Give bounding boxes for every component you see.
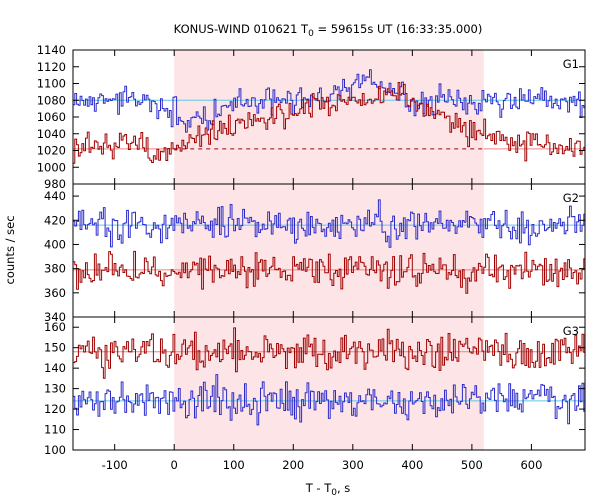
panel-label-G1: G1 [563, 57, 579, 71]
x-tick-label: 100 [223, 458, 245, 472]
y-tick-label-G2: 380 [44, 262, 66, 276]
x-tick-label: 300 [342, 458, 364, 472]
panel-G2-series-blue [73, 199, 585, 248]
panel-frame-G3 [72, 316, 586, 451]
y-tick-label-G1: 1040 [37, 127, 66, 141]
y-tick-label-G2: 440 [44, 189, 66, 203]
y-tick-label-G1: 980 [44, 177, 66, 191]
y-tick-label-G3: 130 [44, 382, 66, 396]
y-tick-label-G1: 1100 [37, 77, 66, 91]
chart-title: KONUS-WIND 010621 T0 = 59615s UT (16:33:… [174, 22, 483, 39]
y-tick-label-G3: 100 [44, 443, 66, 457]
y-tick-label-G1: 1060 [37, 110, 66, 124]
panel-G3-series-red [73, 327, 585, 379]
y-tick-label-G2: 400 [44, 237, 66, 251]
x-axis-label: T - T0, s [305, 481, 351, 498]
y-tick-label-G2: 420 [44, 213, 66, 227]
y-tick-label-G3: 140 [44, 361, 66, 375]
y-tick-label-G1: 1000 [37, 160, 66, 174]
y-axis-label: counts / sec [3, 215, 17, 284]
y-tick-label-G3: 160 [44, 320, 66, 334]
x-tick-label: 600 [520, 458, 542, 472]
y-tick-label-G1: 1120 [37, 60, 66, 74]
y-tick-label-G3: 120 [44, 402, 66, 416]
y-tick-label-G3: 110 [44, 423, 66, 437]
x-tick-label: 500 [461, 458, 483, 472]
y-tick-label-G1: 1080 [37, 93, 66, 107]
panel-G3-series-blue [73, 374, 585, 426]
y-tick-label-G3: 150 [44, 341, 66, 355]
panel-G1-series-red [73, 82, 585, 164]
x-tick-label: 200 [282, 458, 304, 472]
highlight-interval [174, 50, 484, 450]
x-tick-label: 400 [401, 458, 423, 472]
y-tick-label-G2: 340 [44, 310, 66, 324]
x-tick-label: 0 [171, 458, 178, 472]
y-tick-label-G2: 360 [44, 286, 66, 300]
y-tick-label-G1: 1020 [37, 144, 66, 158]
panel-label-G3: G3 [563, 324, 579, 338]
panel-G2-series-red [73, 250, 585, 294]
x-tick-label: -100 [102, 458, 128, 472]
y-tick-label-G1: 1140 [37, 43, 66, 57]
panel-label-G2: G2 [563, 191, 579, 205]
